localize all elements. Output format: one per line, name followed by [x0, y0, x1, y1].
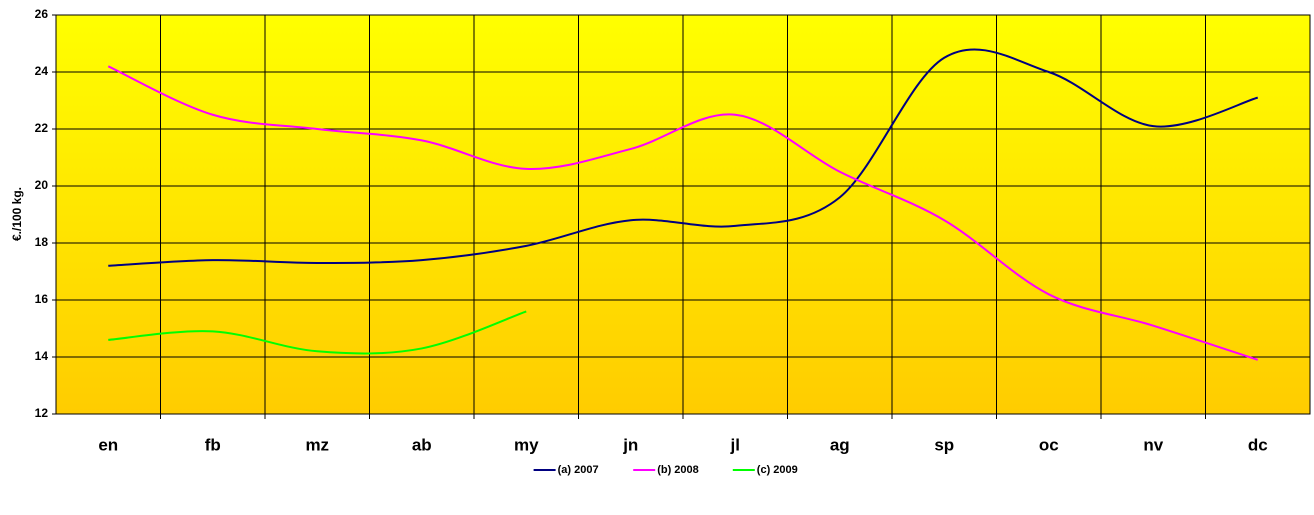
x-tick-label: mz: [305, 435, 329, 454]
legend-label: (a) 2007: [558, 464, 599, 476]
y-tick-label: 20: [35, 178, 49, 192]
series-line: [108, 48, 1259, 267]
x-tick-label: sp: [934, 435, 954, 454]
y-axis-label: €./100 kg.: [10, 187, 24, 241]
y-tick-label: 14: [35, 349, 49, 363]
y-tick-label: 12: [35, 406, 49, 420]
y-tick-label: 16: [35, 292, 49, 306]
legend-label: (c) 2009: [757, 464, 798, 476]
x-tick-label: en: [98, 435, 118, 454]
x-tick-label: nv: [1143, 435, 1163, 454]
series-line: [108, 310, 527, 355]
y-tick-label: 24: [35, 64, 49, 78]
x-tick-label: fb: [205, 435, 221, 454]
x-tick-label: oc: [1039, 435, 1059, 454]
y-tick-label: 26: [35, 7, 49, 21]
series-line: [107, 65, 1259, 361]
x-tick-label: dc: [1248, 435, 1268, 454]
x-tick-label: jl: [730, 435, 740, 454]
legend-label: (b) 2008: [657, 464, 699, 476]
x-tick-label: ag: [830, 435, 850, 454]
y-tick-label: 18: [35, 235, 49, 249]
x-tick-label: my: [514, 435, 539, 454]
y-tick-label: 22: [35, 121, 49, 135]
x-tick-label: jn: [622, 435, 638, 454]
x-tick-label: ab: [412, 435, 432, 454]
